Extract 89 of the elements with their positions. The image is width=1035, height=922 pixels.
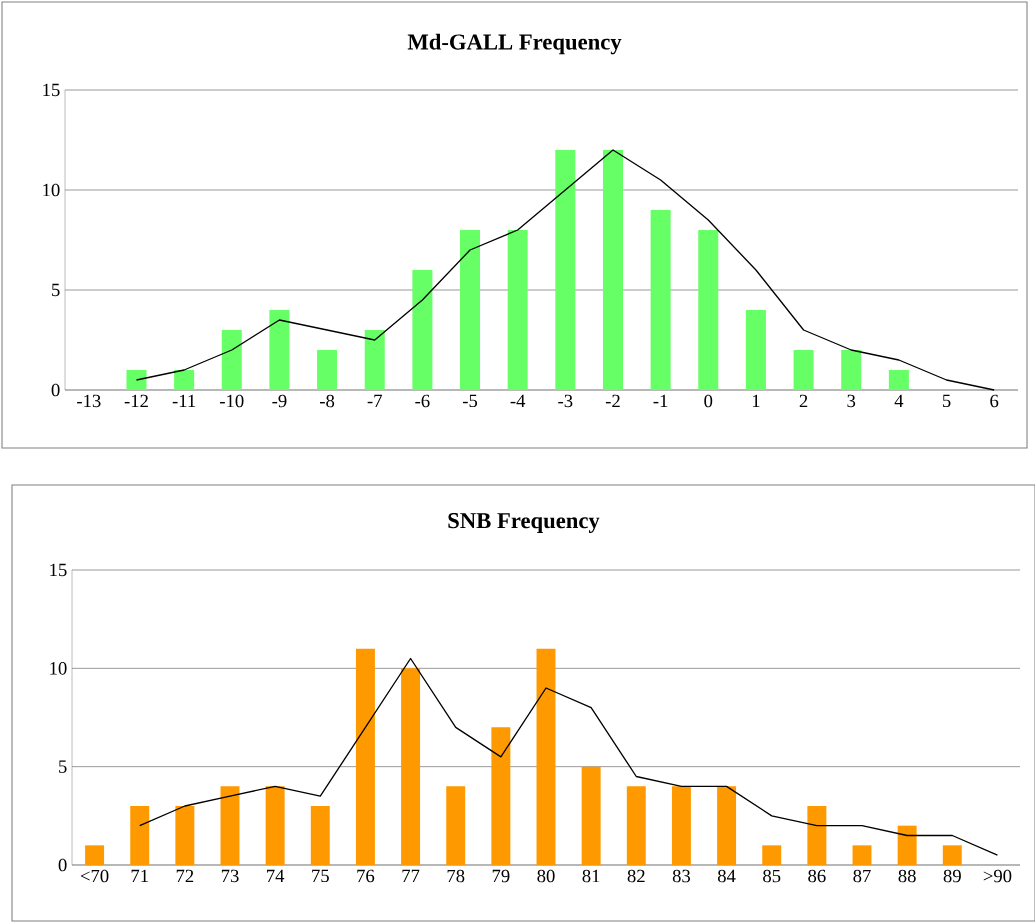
x-tick-label: <70 [80,869,109,883]
bar [221,330,242,390]
bar [762,845,782,865]
y-tick-label: 5 [59,760,67,773]
bar [626,786,646,865]
bar [671,786,691,865]
x-tick-label: -5 [462,394,478,408]
bar [717,786,737,865]
x-tick-label: -1 [653,394,668,408]
x-tick-label: 80 [537,869,555,883]
x-tick-label: 77 [402,869,420,882]
bar [507,229,528,390]
bar [269,310,290,390]
x-tick-label: 0 [704,394,713,408]
x-tick-label: 88 [898,869,916,883]
chart-title: Md-GALL Frequency [407,33,622,55]
x-tick-label: 84 [717,869,736,883]
x-tick-label: 74 [267,869,285,882]
x-tick-label: -9 [272,394,287,408]
bar [536,648,556,865]
bar [310,806,330,865]
y-tick-label: 0 [58,858,67,872]
x-tick-label: -6 [415,394,430,408]
x-tick-label: -3 [558,394,573,408]
bar [581,766,601,865]
x-tick-label: 81 [582,869,600,883]
x-tick-label: 4 [894,394,904,407]
x-tick-label: 75 [312,869,329,883]
bar [220,786,240,865]
bar [793,349,814,390]
bar [412,269,433,390]
bar [130,806,150,865]
bar [460,229,481,390]
bar [317,349,338,390]
x-tick-label: -4 [510,394,526,407]
x-tick-label: 78 [447,869,465,883]
x-tick-label: 2 [799,394,808,408]
x-tick-label: 73 [221,869,239,883]
x-tick-label: 86 [808,869,826,883]
x-tick-label: 76 [357,869,375,883]
x-tick-label: -2 [605,394,620,408]
bar [555,149,576,390]
x-tick-label: -7 [367,394,382,407]
x-tick-label: 72 [176,869,194,883]
bar [852,845,872,865]
bar [698,229,719,390]
x-tick-label: >90 [983,869,1012,883]
x-tick-label: 5 [942,394,951,408]
x-tick-label: -11 [172,394,196,408]
bar [650,209,671,390]
bar [602,149,623,390]
bar [888,370,909,390]
bar [174,370,195,390]
x-tick-label: 87 [853,869,871,883]
y-tick-label: 10 [50,662,67,675]
x-tick-label: 3 [847,394,856,408]
bar [265,786,285,865]
bar [85,845,105,865]
y-tick-label: 15 [50,563,67,577]
x-tick-label: -13 [77,394,101,408]
bar [446,786,466,865]
y-tick-label: 0 [51,383,60,397]
x-tick-label: 71 [131,869,148,883]
x-tick-label: 85 [763,869,781,883]
x-tick-label: 89 [943,869,961,883]
x-tick-label: 1 [752,394,760,408]
bar [175,806,195,865]
x-tick-label: 79 [492,869,510,883]
bar [491,727,511,865]
bar [355,648,375,865]
bar [745,310,766,390]
line-series [135,149,995,391]
bar [841,349,862,390]
bar [364,330,385,390]
y-tick-label: 10 [43,183,60,197]
bar [897,825,917,865]
bar [401,668,421,865]
x-tick-label: 83 [672,869,691,883]
x-tick-label: -12 [124,394,148,408]
bar [942,845,962,865]
bar [807,806,827,865]
x-tick-label: 82 [627,869,645,883]
x-tick-label: -10 [220,394,244,408]
y-tick-label: 15 [43,83,60,97]
y-tick-label: 5 [52,283,60,297]
x-tick-label: -8 [319,394,335,408]
chart-title: SNB Frequency [448,513,600,533]
x-tick-label: 6 [990,394,999,408]
bar [126,370,147,390]
